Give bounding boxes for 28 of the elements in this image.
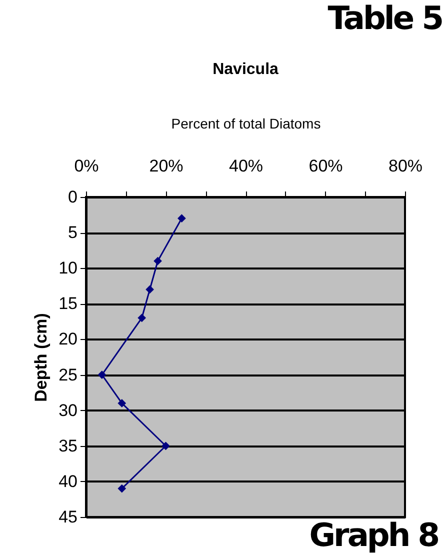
point bbox=[118, 484, 126, 493]
chart-title: Navicula bbox=[212, 61, 279, 78]
y-tick-label: 40 bbox=[58, 472, 78, 491]
point bbox=[146, 285, 154, 294]
y-tick-label: 0 bbox=[68, 188, 78, 206]
point bbox=[154, 256, 162, 266]
x-tick-label: 20% bbox=[149, 156, 184, 176]
annotation: Graph 8 bbox=[309, 516, 438, 554]
y-tick-label: 15 bbox=[58, 294, 78, 314]
y-tick-label: 35 bbox=[58, 436, 78, 456]
point bbox=[162, 442, 170, 450]
y-tick-label: 5 bbox=[68, 223, 78, 242]
y-tick-label: 25 bbox=[58, 365, 78, 384]
x-axis-title: Percent of total Diatoms bbox=[171, 116, 321, 132]
y-tick-label: 45 bbox=[58, 508, 78, 526]
x-tick-label: 0% bbox=[74, 156, 99, 176]
x-tick-label: 80% bbox=[388, 156, 423, 176]
y-tick-label: 30 bbox=[58, 400, 78, 420]
y-tick-label: 10 bbox=[58, 258, 78, 278]
x-tick-label: 40% bbox=[228, 156, 264, 176]
point bbox=[138, 314, 146, 322]
x-tick-label: 60% bbox=[308, 156, 343, 176]
point bbox=[118, 399, 126, 408]
point bbox=[98, 370, 106, 379]
y-axis-title: Depth (cm) bbox=[32, 313, 51, 402]
y-tick-label: 20 bbox=[58, 330, 78, 349]
point bbox=[178, 214, 186, 223]
caption: Table 5 bbox=[328, 0, 442, 37]
